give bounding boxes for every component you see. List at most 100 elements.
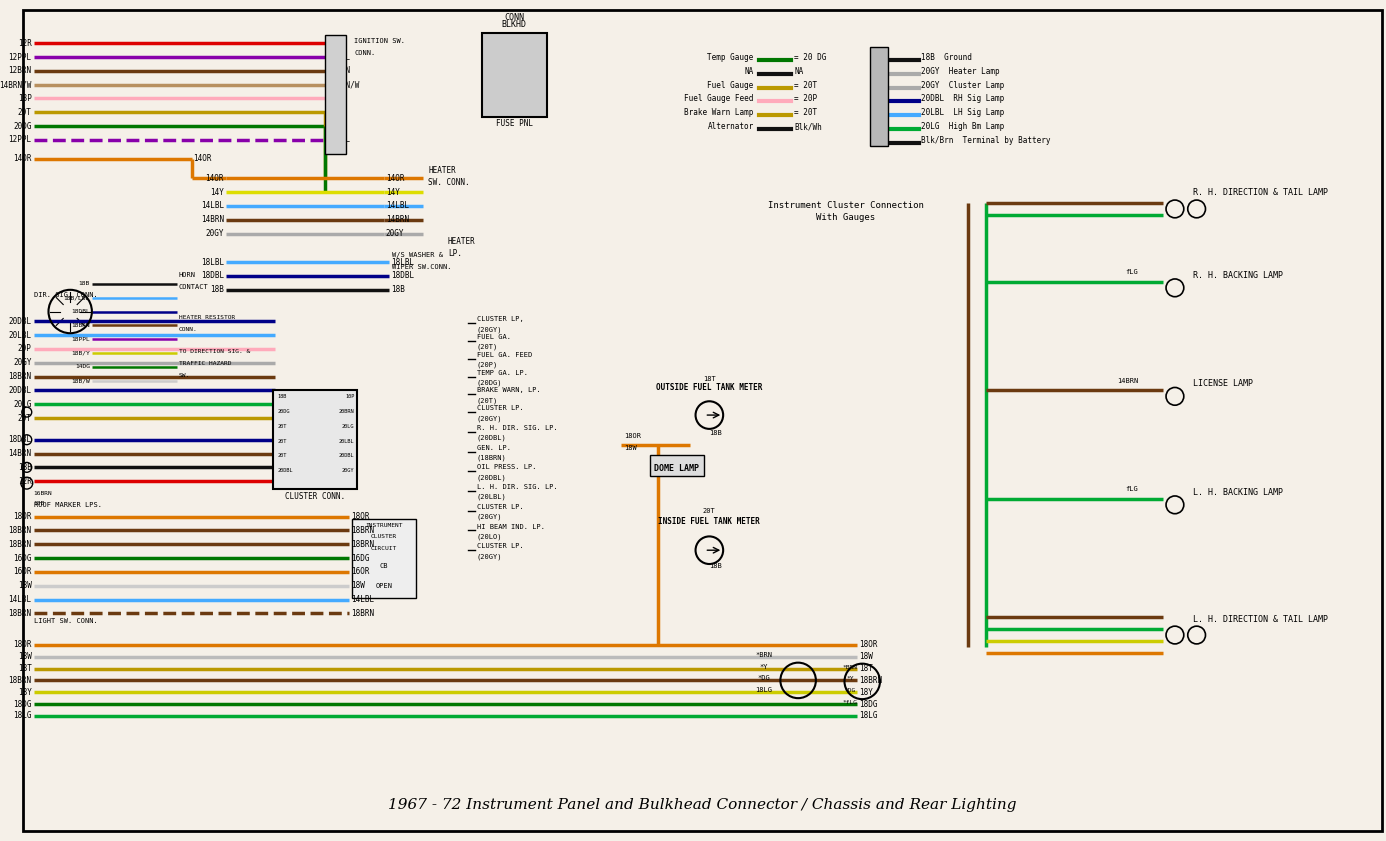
- Text: 16DG: 16DG: [14, 553, 32, 563]
- Text: L. H. DIR. SIG. LP.: L. H. DIR. SIG. LP.: [477, 484, 557, 490]
- Text: 18T: 18T: [18, 664, 32, 673]
- Text: 12R: 12R: [18, 477, 32, 485]
- Text: 18DBL: 18DBL: [71, 309, 90, 314]
- Text: 12BRN: 12BRN: [8, 66, 32, 76]
- Text: 20DG: 20DG: [327, 122, 345, 130]
- Text: Fuel Gauge: Fuel Gauge: [707, 81, 754, 90]
- Text: (20T): (20T): [477, 344, 498, 351]
- Text: Fuel Gauge Feed: Fuel Gauge Feed: [685, 94, 754, 103]
- Text: 14BRN: 14BRN: [385, 215, 409, 225]
- Text: 18LG: 18LG: [14, 711, 32, 721]
- Text: 14BRN/W: 14BRN/W: [327, 80, 359, 89]
- Text: 20GY  Cluster Lamp: 20GY Cluster Lamp: [922, 81, 1005, 90]
- Text: 14BRN: 14BRN: [201, 215, 225, 225]
- Text: 18BRN: 18BRN: [8, 609, 32, 618]
- Text: 12PPL: 12PPL: [8, 52, 32, 61]
- Text: 18B: 18B: [79, 282, 90, 287]
- Text: 12R: 12R: [18, 39, 32, 48]
- Text: 14LBL: 14LBL: [8, 595, 32, 604]
- Text: L. H. BACKING LAMP: L. H. BACKING LAMP: [1193, 488, 1282, 497]
- Text: W/S WASHER &: W/S WASHER &: [392, 252, 442, 258]
- Text: CLUSTER LP.: CLUSTER LP.: [477, 405, 524, 411]
- Text: SW.: SW.: [179, 373, 190, 378]
- Text: HEATER: HEATER: [448, 237, 475, 246]
- Text: DOME LAMP: DOME LAMP: [654, 464, 700, 473]
- Text: CLUSTER CONN.: CLUSTER CONN.: [284, 492, 345, 501]
- Text: OPEN: OPEN: [376, 583, 392, 589]
- Text: CLUSTER: CLUSTER: [370, 534, 396, 539]
- Text: 18B: 18B: [18, 463, 32, 472]
- Text: HEATER RESISTOR: HEATER RESISTOR: [179, 315, 236, 320]
- Text: 12PPL: 12PPL: [327, 135, 349, 145]
- Bar: [352, 519, 416, 598]
- Text: 20P: 20P: [18, 345, 32, 353]
- Text: 16BRN: 16BRN: [33, 491, 53, 496]
- Text: 20T: 20T: [18, 414, 32, 422]
- Text: = 20T: = 20T: [794, 108, 818, 117]
- Text: fLG: fLG: [1125, 269, 1138, 275]
- Text: 18BRN: 18BRN: [351, 526, 374, 535]
- Text: GEN. LP.: GEN. LP.: [477, 445, 510, 451]
- Text: 20T: 20T: [277, 439, 287, 444]
- Text: SW. CONN.: SW. CONN.: [428, 178, 470, 188]
- Text: HI BEAM IND. LP.: HI BEAM IND. LP.: [477, 523, 545, 530]
- Text: FUEL GA. FEED: FUEL GA. FEED: [477, 352, 532, 358]
- Text: Instrument Cluster Connection: Instrument Cluster Connection: [768, 201, 923, 210]
- Text: CONTACT: CONTACT: [179, 283, 208, 290]
- Text: Blk/Brn  Terminal by Battery: Blk/Brn Terminal by Battery: [922, 136, 1051, 145]
- Text: 16DG: 16DG: [351, 553, 370, 563]
- Text: CLUSTER LP.: CLUSTER LP.: [477, 504, 524, 510]
- Text: 18OR: 18OR: [14, 512, 32, 521]
- Text: R. H. DIRECTION & TAIL LAMP: R. H. DIRECTION & TAIL LAMP: [1193, 188, 1328, 197]
- Text: 20GY: 20GY: [14, 358, 32, 368]
- Text: *DG: *DG: [845, 688, 857, 693]
- Text: NA: NA: [794, 66, 804, 76]
- Text: 14OR: 14OR: [205, 174, 225, 182]
- Text: 18BRN: 18BRN: [71, 323, 90, 328]
- Text: (18BRN): (18BRN): [477, 454, 506, 461]
- Text: 18BRN: 18BRN: [351, 609, 374, 618]
- Text: (20T): (20T): [477, 397, 498, 404]
- Text: 18LG: 18LG: [755, 687, 772, 693]
- Text: 18W: 18W: [18, 653, 32, 661]
- Text: 18OR: 18OR: [14, 640, 32, 649]
- Text: 18B/W: 18B/W: [71, 378, 90, 383]
- Text: 18DBL: 18DBL: [8, 436, 32, 444]
- Text: 18B/LBL: 18B/LBL: [64, 295, 90, 300]
- Text: WIPER SW.CONN.: WIPER SW.CONN.: [392, 264, 452, 270]
- Text: 16OR: 16OR: [351, 568, 370, 576]
- Text: 18W: 18W: [625, 445, 638, 451]
- Text: 18OR: 18OR: [625, 433, 642, 439]
- Text: = 20T: = 20T: [794, 81, 818, 90]
- Text: 1967 - 72 Instrument Panel and Bulkhead Connector / Chassis and Rear Lighting: 1967 - 72 Instrument Panel and Bulkhead …: [388, 798, 1017, 812]
- Text: 20GY  Heater Lamp: 20GY Heater Lamp: [922, 66, 1001, 76]
- Text: 18BRN: 18BRN: [8, 676, 32, 685]
- Text: INSIDE FUEL TANK METER: INSIDE FUEL TANK METER: [658, 516, 761, 526]
- Text: 18LG: 18LG: [859, 711, 877, 721]
- Text: 14BRN/W: 14BRN/W: [0, 80, 32, 89]
- Text: 18DG: 18DG: [14, 700, 32, 709]
- Text: 18BRN: 18BRN: [8, 540, 32, 549]
- Text: L. H. DIRECTION & TAIL LAMP: L. H. DIRECTION & TAIL LAMP: [1193, 616, 1328, 624]
- Text: 20BRN: 20BRN: [338, 409, 355, 414]
- Text: CONN: CONN: [505, 13, 524, 22]
- Text: *BRN: *BRN: [843, 664, 858, 669]
- Text: Brake Warn Lamp: Brake Warn Lamp: [685, 108, 754, 117]
- Text: 18LBL: 18LBL: [201, 257, 225, 267]
- Text: 14Y: 14Y: [385, 188, 399, 197]
- Text: 20DBL: 20DBL: [8, 386, 32, 395]
- Text: 10P: 10P: [345, 394, 355, 399]
- Text: 18T: 18T: [859, 664, 873, 673]
- Text: 20T: 20T: [327, 108, 341, 117]
- Text: HEATER: HEATER: [428, 167, 456, 176]
- Text: 18B: 18B: [391, 285, 405, 294]
- Text: 18B  Ground: 18B Ground: [922, 53, 973, 62]
- Text: 14LBL: 14LBL: [351, 595, 374, 604]
- Bar: [324, 35, 346, 154]
- Text: LIGHT SW. CONN.: LIGHT SW. CONN.: [33, 618, 97, 624]
- Text: 18T: 18T: [703, 376, 715, 382]
- Text: R. H. BACKING LAMP: R. H. BACKING LAMP: [1193, 271, 1282, 280]
- Text: 20LBL: 20LBL: [8, 331, 32, 340]
- Text: 12R: 12R: [327, 39, 341, 48]
- Text: *Y: *Y: [760, 664, 768, 669]
